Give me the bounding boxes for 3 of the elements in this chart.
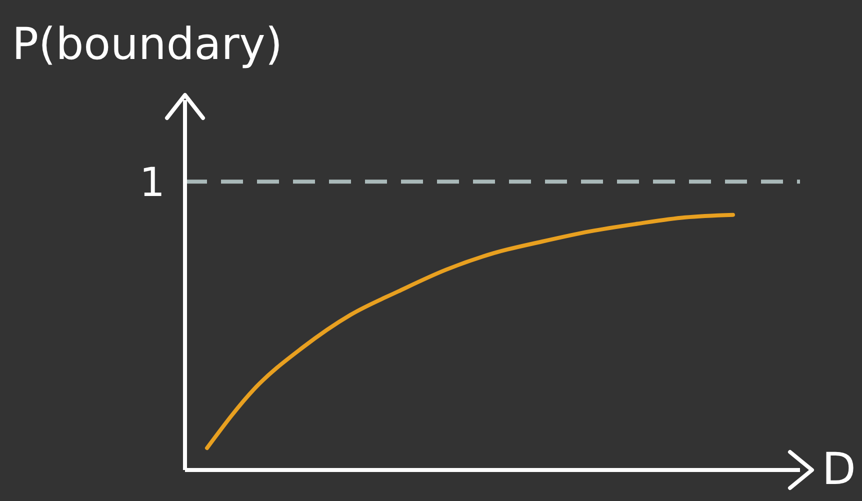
ref-line-label: 1 bbox=[140, 160, 165, 206]
x-axis-title: D bbox=[822, 444, 856, 495]
y-axis-title: P(boundary) bbox=[12, 19, 283, 70]
